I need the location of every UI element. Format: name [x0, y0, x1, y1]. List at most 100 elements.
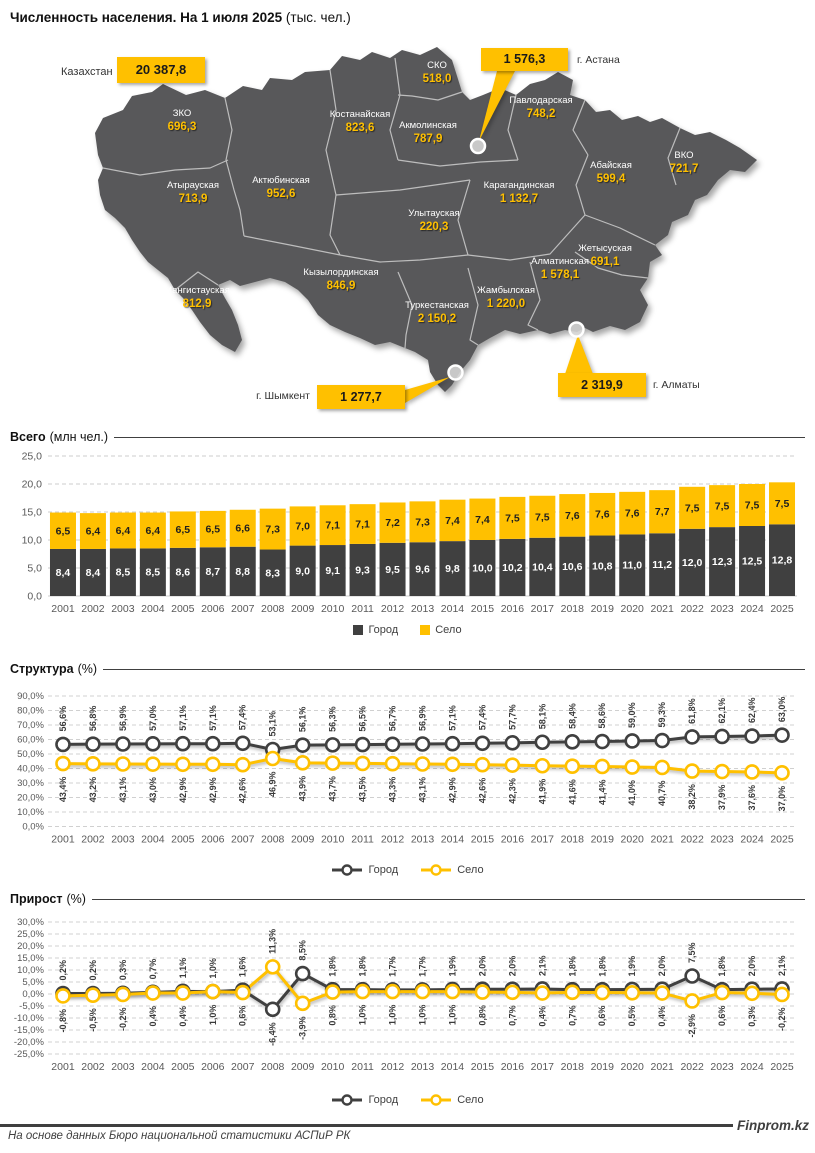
bar-city-label: 8,3: [265, 567, 280, 579]
bar-village-segment: [559, 494, 586, 537]
x-axis-year-label: 2003: [111, 834, 135, 846]
point-value-label: 1,8%: [328, 956, 338, 977]
bar-village-segment: [79, 513, 106, 549]
line-chart-svg: -25,0%-20,0%-15,0%-10,0%-5,0%0,0%5,0%10,…: [14, 917, 797, 1073]
y-axis-label: 20,0%: [17, 941, 44, 952]
y-axis-label: 5,0: [27, 563, 42, 575]
point-value-label: 56,7%: [388, 706, 398, 732]
y-axis-label: -20,0%: [14, 1037, 45, 1048]
map-region-label: Улытауская 220,3: [408, 208, 459, 235]
bar-village-label: 7,0: [295, 521, 310, 533]
bar-village-label: 7,5: [535, 511, 550, 523]
data-point-marker: [564, 984, 581, 1001]
x-axis-year-label: 2021: [651, 1061, 675, 1073]
bar-value-labels: 8,4 6,5 8,4 6,4 8,5 6,4 8,5 6,4 8,6 6,5 8,7 6,5 8,8 6…: [56, 498, 793, 579]
point-value-label: -0,8%: [58, 1009, 68, 1033]
bar-village-segment: [469, 498, 496, 540]
point-value-label: -0,2%: [118, 1007, 128, 1031]
x-axis-year-label: 2001: [51, 1061, 75, 1073]
x-axis-year-label: 2010: [321, 603, 345, 615]
bar-village-label: 6,4: [116, 525, 131, 537]
x-axis-year-label: 2025: [770, 1061, 794, 1073]
data-point-marker: [204, 983, 221, 1000]
map-region-label: Павлодарская 748,2: [509, 95, 572, 122]
region-name: Карагандинская: [483, 180, 555, 191]
bar-city-segment: [169, 547, 196, 596]
point-value-label: 43,4%: [58, 777, 68, 803]
point-value-label: 59,0%: [627, 702, 637, 728]
bar-city-segment: [229, 546, 256, 596]
point-value-label: 1,8%: [358, 956, 368, 977]
point-value-label: 0,6%: [717, 1006, 727, 1027]
data-point-marker: [264, 1001, 281, 1018]
legend-item: Город: [353, 624, 398, 636]
bar-village-label: 7,5: [685, 502, 700, 514]
series-point-labels: 0,2% 0,2% 0,3% 0,7% 1,1% 1,0% 1,6% -6,4% 8,5% 1,8…: [58, 940, 787, 1046]
bar-city-segment: [259, 549, 286, 596]
data-point-marker: [714, 984, 730, 1001]
data-point-marker: [444, 756, 461, 773]
bar-city-segment: [109, 548, 136, 596]
point-value-label: 42,6%: [238, 778, 248, 804]
point-value-label: 41,0%: [627, 780, 637, 806]
y-axis-label: 50,0%: [17, 749, 44, 760]
bar-city-segment: [319, 545, 346, 596]
structure-chart-legend: Город Село: [0, 864, 815, 876]
region-name: Акмолинская: [399, 120, 457, 131]
bar-city-segment: [769, 524, 796, 596]
region-value: 2 150,2: [417, 313, 457, 326]
region-name: Атырауская: [167, 180, 219, 191]
growth-chart-legend: Город Село: [0, 1094, 815, 1106]
x-axis-year-label: 2018: [561, 834, 585, 846]
x-axis-year-label: 2017: [531, 603, 555, 615]
x-axis-year-label: 2009: [291, 603, 315, 615]
x-axis-year-label: 2019: [591, 1061, 615, 1073]
y-axis-label: 60,0%: [17, 735, 44, 746]
bar-city-label: 8,4: [86, 567, 101, 579]
point-value-label: 43,1%: [418, 777, 428, 803]
bar-city-segment: [529, 537, 556, 596]
series-city-bars: [49, 524, 796, 596]
region-value: 721,7: [669, 163, 699, 176]
y-axis-label: 80,0%: [17, 706, 44, 717]
bar-village-segment: [169, 511, 196, 548]
data-point-marker: [294, 965, 311, 982]
data-point-marker: [474, 756, 491, 773]
point-value-label: 1,0%: [208, 958, 218, 979]
region-value: 696,3: [167, 121, 197, 134]
point-value-label: 1,0%: [208, 1005, 218, 1026]
data-point-marker: [204, 756, 221, 773]
almaty-label: г. Алматы: [653, 379, 700, 391]
legend-label: Город: [368, 864, 399, 876]
bar-village-segment: [139, 512, 166, 549]
point-value-label: 0,2%: [58, 960, 68, 981]
x-axis-year-label: 2004: [141, 603, 165, 615]
bar-village-label: 6,5: [176, 524, 191, 536]
data-point-marker: [594, 758, 611, 775]
x-axis-year-label: 2005: [171, 834, 195, 846]
point-value-label: 43,0%: [148, 777, 158, 803]
section-rule: [114, 436, 805, 438]
region-value: 1 220,0: [486, 298, 526, 311]
x-axis-year-label: 2013: [411, 1061, 435, 1073]
bar-village-label: 7,6: [625, 508, 640, 520]
bar-city-label: 12,8: [772, 555, 793, 567]
bar-village-segment: [439, 499, 466, 542]
city-pointers: [405, 71, 593, 403]
bar-village-label: 7,6: [565, 510, 580, 522]
point-value-label: 37,9%: [717, 785, 727, 811]
legend-marker: [421, 1094, 452, 1106]
data-point-marker: [624, 733, 641, 749]
x-axis-year-label: 2007: [231, 1061, 255, 1073]
data-point-marker: [624, 759, 641, 775]
data-point-marker: [714, 728, 730, 745]
section-rule: [91, 898, 805, 900]
data-point-marker: [534, 757, 551, 774]
x-axis-year-label: 2008: [261, 603, 285, 615]
bar-village-segment: [739, 484, 766, 526]
region-value: 748,2: [526, 108, 556, 121]
bar-village-segment: [49, 512, 76, 549]
data-point-marker: [654, 759, 670, 776]
x-axis-year-label: 2010: [321, 1061, 345, 1073]
point-value-label: 2,1%: [777, 955, 787, 976]
